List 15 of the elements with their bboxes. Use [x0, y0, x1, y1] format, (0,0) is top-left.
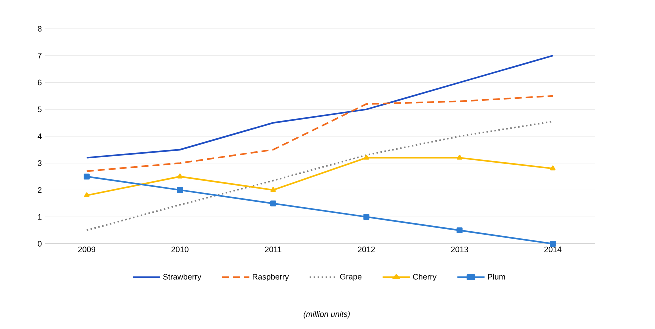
point: [177, 174, 183, 179]
point: [457, 155, 463, 160]
point: [550, 166, 556, 171]
point: [84, 174, 90, 180]
point: [84, 192, 90, 198]
line-series: [86, 55, 554, 159]
point: [270, 200, 276, 207]
point: [550, 241, 556, 247]
line-series: [86, 120, 554, 232]
point: [177, 187, 184, 194]
point: [456, 228, 463, 234]
point: [270, 187, 276, 192]
line-series: [86, 95, 554, 172]
point: [364, 155, 370, 160]
point: [364, 214, 370, 220]
